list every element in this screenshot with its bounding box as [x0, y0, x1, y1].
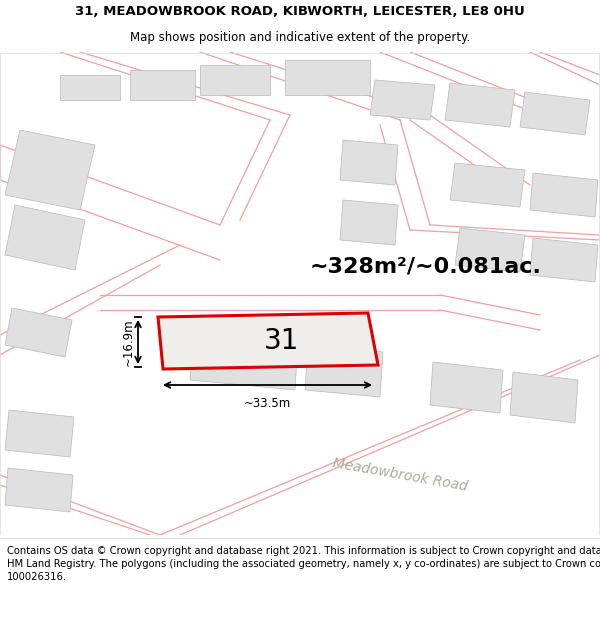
- Polygon shape: [450, 163, 525, 207]
- Polygon shape: [190, 330, 298, 390]
- Polygon shape: [200, 65, 270, 95]
- Polygon shape: [340, 200, 398, 245]
- Polygon shape: [530, 238, 598, 282]
- Text: Contains OS data © Crown copyright and database right 2021. This information is : Contains OS data © Crown copyright and d…: [7, 546, 600, 582]
- Text: 31, MEADOWBROOK ROAD, KIBWORTH, LEICESTER, LE8 0HU: 31, MEADOWBROOK ROAD, KIBWORTH, LEICESTE…: [75, 5, 525, 18]
- Polygon shape: [5, 308, 72, 357]
- Polygon shape: [445, 83, 515, 127]
- Polygon shape: [5, 205, 85, 270]
- Text: ~16.9m: ~16.9m: [122, 318, 135, 366]
- Text: Map shows position and indicative extent of the property.: Map shows position and indicative extent…: [130, 31, 470, 44]
- Polygon shape: [130, 70, 195, 100]
- Polygon shape: [430, 362, 503, 413]
- Polygon shape: [340, 140, 398, 185]
- Polygon shape: [530, 173, 598, 217]
- Polygon shape: [370, 80, 435, 120]
- Polygon shape: [5, 130, 95, 210]
- Polygon shape: [305, 345, 383, 397]
- Polygon shape: [5, 410, 74, 457]
- Polygon shape: [510, 372, 578, 423]
- Polygon shape: [520, 92, 590, 135]
- Polygon shape: [285, 60, 370, 95]
- Text: Meadowbrook Road: Meadowbrook Road: [331, 456, 469, 494]
- Polygon shape: [5, 468, 73, 512]
- Text: ~33.5m: ~33.5m: [244, 397, 291, 410]
- Text: 31: 31: [264, 327, 299, 355]
- Polygon shape: [455, 228, 525, 272]
- Text: ~328m²/~0.081ac.: ~328m²/~0.081ac.: [310, 257, 542, 277]
- Polygon shape: [158, 313, 378, 369]
- Polygon shape: [60, 75, 120, 100]
